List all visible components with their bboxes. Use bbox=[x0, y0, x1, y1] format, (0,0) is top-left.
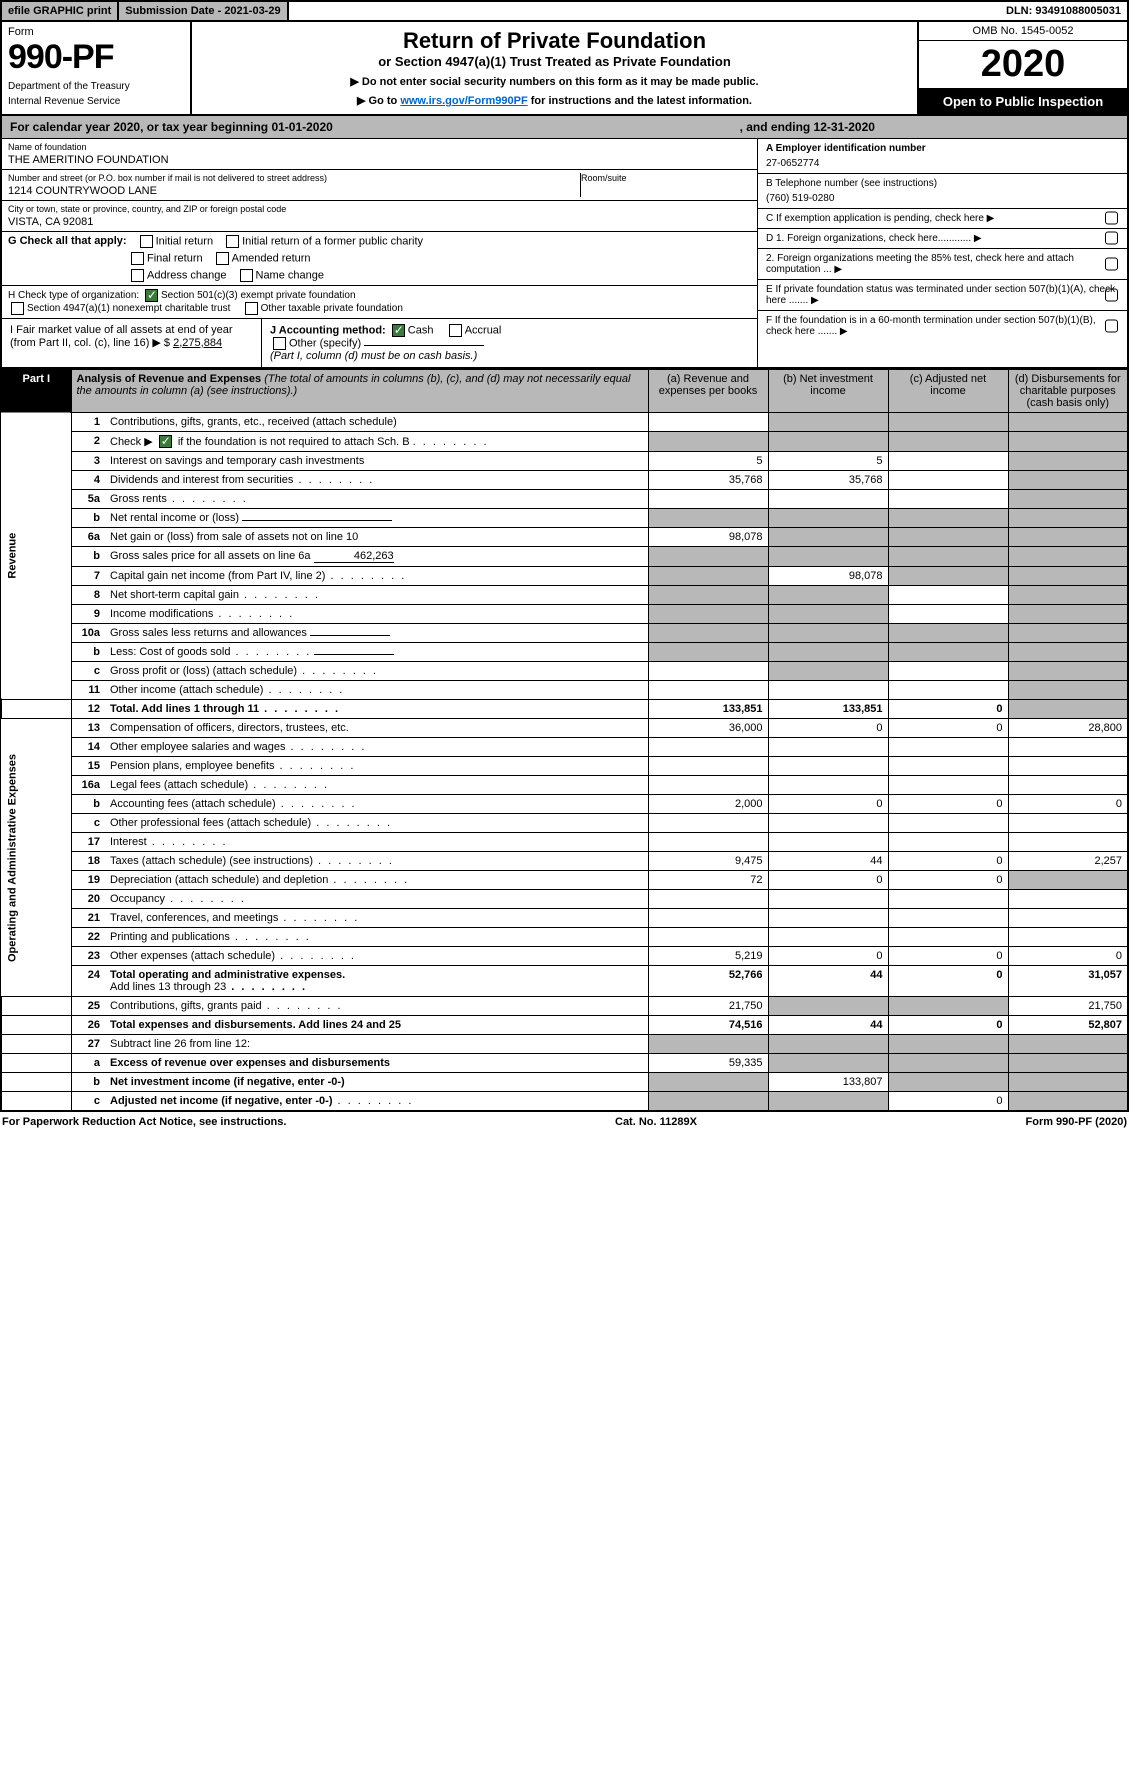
addr-value: 1214 COUNTRYWOOD LANE bbox=[8, 185, 580, 197]
chk-4947a1[interactable] bbox=[11, 302, 24, 315]
chk-amended[interactable] bbox=[216, 252, 229, 265]
chk-name-change[interactable] bbox=[240, 269, 253, 282]
city-label: City or town, state or province, country… bbox=[8, 204, 751, 214]
phone-label: B Telephone number (see instructions) bbox=[766, 178, 937, 189]
addr-label: Number and street (or P.O. box number if… bbox=[8, 173, 580, 183]
submission-date: Submission Date - 2021-03-29 bbox=[119, 2, 288, 20]
open-inspection: Open to Public Inspection bbox=[919, 90, 1127, 114]
irs-label: Internal Revenue Service bbox=[8, 96, 184, 107]
chk-accrual[interactable] bbox=[449, 324, 462, 337]
chk-initial-former[interactable] bbox=[226, 235, 239, 248]
g-label: G Check all that apply: bbox=[8, 235, 127, 247]
line6b-value: 462,263 bbox=[314, 550, 394, 563]
chk-foreign-85[interactable] bbox=[1105, 257, 1118, 270]
j-label: J Accounting method: bbox=[270, 324, 386, 336]
omb-number: OMB No. 1545-0052 bbox=[919, 22, 1127, 41]
dept-treasury: Department of the Treasury bbox=[8, 81, 184, 92]
form-header: Form 990-PF Department of the Treasury I… bbox=[0, 22, 1129, 116]
f-label: F If the foundation is in a 60-month ter… bbox=[766, 315, 1096, 337]
calendar-year-row: For calendar year 2020, or tax year begi… bbox=[0, 116, 1129, 139]
h-label: H Check type of organization: bbox=[8, 290, 139, 301]
d1-label: D 1. Foreign organizations, check here..… bbox=[766, 233, 971, 244]
chk-sch-b[interactable] bbox=[159, 435, 172, 448]
chk-address-change[interactable] bbox=[131, 269, 144, 282]
top-bar: efile GRAPHIC print Submission Date - 20… bbox=[0, 0, 1129, 22]
chk-terminated[interactable] bbox=[1105, 288, 1118, 301]
name-label: Name of foundation bbox=[8, 142, 751, 152]
chk-exemption-pending[interactable] bbox=[1105, 212, 1118, 225]
e-label: E If private foundation status was termi… bbox=[766, 284, 1115, 306]
chk-initial-return[interactable] bbox=[140, 235, 153, 248]
foundation-name: THE AMERITINO FOUNDATION bbox=[8, 154, 751, 166]
chk-other-taxable[interactable] bbox=[245, 302, 258, 315]
d2-label: 2. Foreign organizations meeting the 85%… bbox=[766, 253, 1074, 275]
expenses-side: Operating and Administrative Expenses bbox=[1, 719, 71, 997]
tax-year: 2020 bbox=[919, 41, 1127, 90]
col-b-hdr: (b) Net investment income bbox=[768, 369, 888, 412]
ein-value: 27-0652774 bbox=[766, 158, 1119, 169]
footer-left: For Paperwork Reduction Act Notice, see … bbox=[2, 1116, 286, 1128]
footer-mid: Cat. No. 11289X bbox=[615, 1116, 697, 1128]
chk-501c3[interactable] bbox=[145, 289, 158, 302]
col-d-hdr: (d) Disbursements for charitable purpose… bbox=[1008, 369, 1128, 412]
chk-60month[interactable] bbox=[1105, 319, 1118, 332]
phone-value: (760) 519-0280 bbox=[766, 193, 1119, 204]
page-footer: For Paperwork Reduction Act Notice, see … bbox=[0, 1112, 1129, 1132]
form-label: Form bbox=[8, 26, 184, 38]
ein-label: A Employer identification number bbox=[766, 143, 926, 154]
chk-cash[interactable] bbox=[392, 324, 405, 337]
c-label: C If exemption application is pending, c… bbox=[766, 213, 984, 224]
chk-foreign-org[interactable] bbox=[1105, 232, 1118, 245]
footer-right: Form 990-PF (2020) bbox=[1026, 1116, 1127, 1128]
form-subtitle: or Section 4947(a)(1) Trust Treated as P… bbox=[202, 54, 907, 69]
chk-other-method[interactable] bbox=[273, 337, 286, 350]
i-value: 2,275,884 bbox=[173, 337, 222, 349]
goto-note: ▶ Go to www.irs.gov/Form990PF for instru… bbox=[202, 94, 907, 107]
part1-title: Analysis of Revenue and Expenses bbox=[77, 373, 262, 385]
col-a-hdr: (a) Revenue and expenses per books bbox=[648, 369, 768, 412]
form-number: 990-PF bbox=[8, 38, 184, 77]
col-c-hdr: (c) Adjusted net income bbox=[888, 369, 1008, 412]
revenue-side: Revenue bbox=[1, 412, 71, 700]
city-value: VISTA, CA 92081 bbox=[8, 216, 751, 228]
chk-final-return[interactable] bbox=[131, 252, 144, 265]
dln-label: DLN: 93491088005031 bbox=[1000, 2, 1127, 20]
ssn-note: ▶ Do not enter social security numbers o… bbox=[202, 75, 907, 88]
form-title: Return of Private Foundation bbox=[202, 28, 907, 54]
info-block: Name of foundation THE AMERITINO FOUNDAT… bbox=[0, 139, 1129, 369]
efile-label[interactable]: efile GRAPHIC print bbox=[2, 2, 119, 20]
part1-tag: Part I bbox=[1, 369, 71, 412]
irs-link[interactable]: www.irs.gov/Form990PF bbox=[400, 95, 527, 107]
j-note: (Part I, column (d) must be on cash basi… bbox=[270, 350, 477, 362]
part1-table: Part I Analysis of Revenue and Expenses … bbox=[0, 369, 1129, 1113]
room-label: Room/suite bbox=[581, 173, 751, 183]
